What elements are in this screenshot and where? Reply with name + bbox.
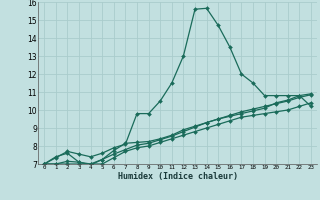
X-axis label: Humidex (Indice chaleur): Humidex (Indice chaleur) <box>118 172 238 181</box>
